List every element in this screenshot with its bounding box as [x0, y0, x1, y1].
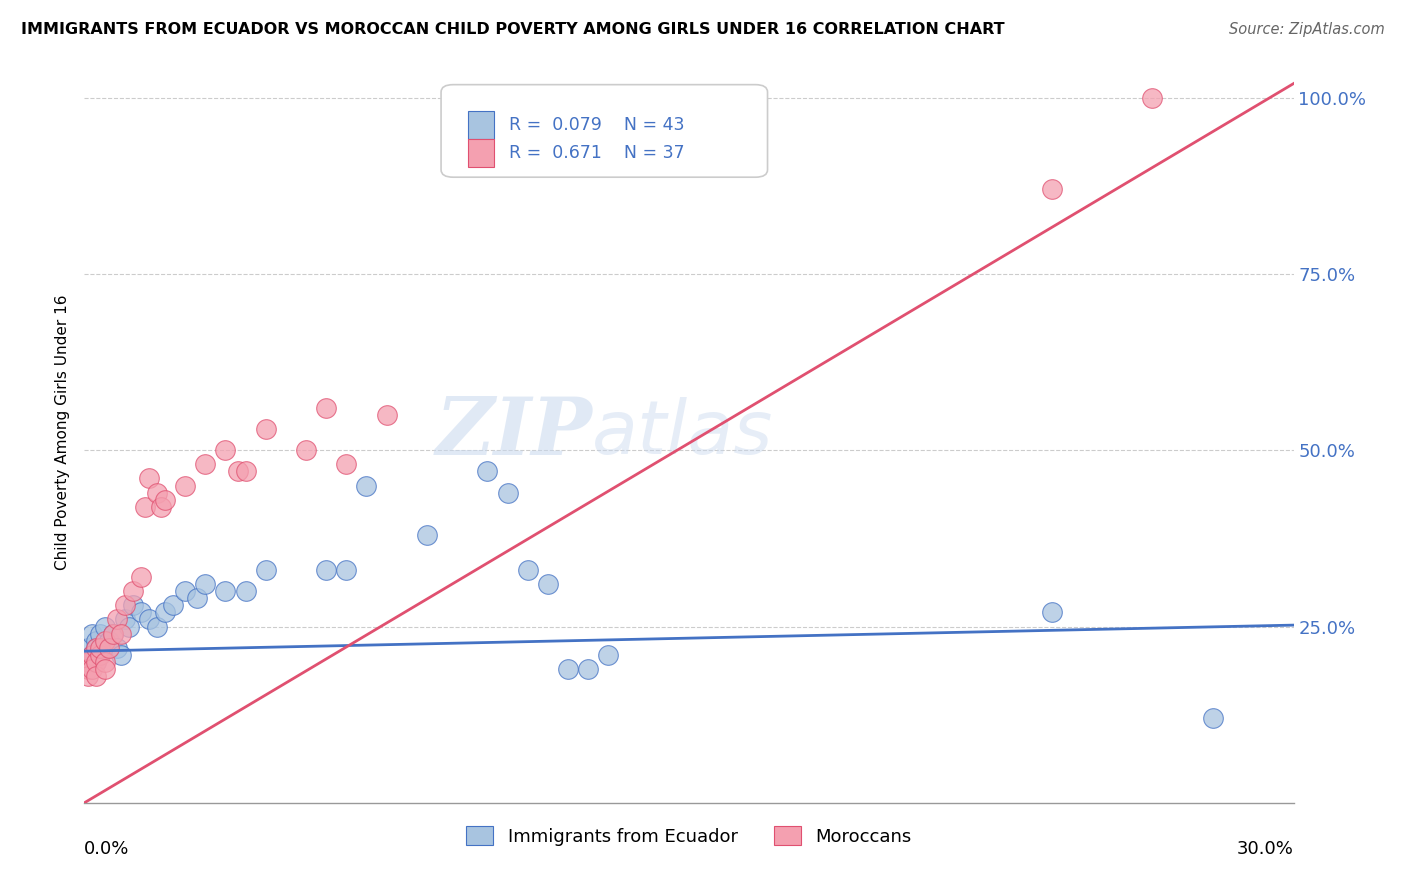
- Point: [138, 612, 160, 626]
- Point: [97, 640, 120, 655]
- Point: [516, 563, 538, 577]
- Text: 30.0%: 30.0%: [1237, 840, 1294, 858]
- Point: [138, 471, 160, 485]
- Point: [254, 563, 277, 577]
- Point: [77, 669, 100, 683]
- Point: [149, 500, 172, 514]
- Point: [186, 591, 208, 606]
- Point: [105, 640, 128, 655]
- Point: [153, 606, 176, 620]
- Point: [97, 640, 120, 655]
- Point: [598, 648, 620, 662]
- Point: [93, 633, 115, 648]
- Point: [77, 640, 100, 655]
- Point: [110, 648, 132, 662]
- Legend: Immigrants from Ecuador, Moroccans: Immigrants from Ecuador, Moroccans: [458, 819, 920, 853]
- Point: [82, 648, 104, 662]
- Point: [1040, 606, 1063, 620]
- Point: [82, 662, 104, 676]
- Point: [89, 648, 111, 662]
- Point: [214, 443, 236, 458]
- Point: [235, 584, 257, 599]
- Point: [315, 401, 337, 415]
- Point: [557, 662, 579, 676]
- Point: [315, 563, 337, 577]
- Point: [214, 584, 236, 599]
- Point: [1142, 91, 1164, 105]
- Point: [93, 619, 115, 633]
- Point: [477, 464, 499, 478]
- Point: [335, 458, 357, 472]
- Text: 0.0%: 0.0%: [84, 840, 129, 858]
- Text: IMMIGRANTS FROM ECUADOR VS MOROCCAN CHILD POVERTY AMONG GIRLS UNDER 16 CORRELATI: IMMIGRANTS FROM ECUADOR VS MOROCCAN CHIL…: [21, 22, 1005, 37]
- Point: [101, 626, 124, 640]
- FancyBboxPatch shape: [468, 111, 495, 139]
- Point: [93, 640, 115, 655]
- Point: [375, 408, 398, 422]
- Point: [93, 662, 115, 676]
- FancyBboxPatch shape: [441, 85, 768, 178]
- Point: [86, 640, 108, 655]
- Point: [254, 422, 277, 436]
- Point: [146, 485, 169, 500]
- FancyBboxPatch shape: [468, 138, 495, 167]
- Point: [82, 648, 104, 662]
- Point: [114, 612, 136, 626]
- Point: [86, 633, 108, 648]
- Point: [89, 626, 111, 640]
- Point: [89, 640, 111, 655]
- Point: [226, 464, 249, 478]
- Point: [86, 655, 108, 669]
- Point: [153, 492, 176, 507]
- Point: [97, 633, 120, 648]
- Point: [1202, 711, 1225, 725]
- Point: [77, 655, 100, 669]
- Text: ZIP: ZIP: [436, 394, 592, 471]
- Point: [77, 655, 100, 669]
- Point: [1040, 182, 1063, 196]
- Point: [129, 606, 152, 620]
- Point: [295, 443, 318, 458]
- Point: [162, 599, 184, 613]
- Point: [537, 577, 560, 591]
- Point: [335, 563, 357, 577]
- Point: [101, 626, 124, 640]
- Point: [86, 640, 108, 655]
- Point: [82, 626, 104, 640]
- Point: [235, 464, 257, 478]
- Point: [576, 662, 599, 676]
- Point: [86, 655, 108, 669]
- Point: [121, 599, 143, 613]
- Point: [105, 612, 128, 626]
- Point: [194, 458, 217, 472]
- Text: Source: ZipAtlas.com: Source: ZipAtlas.com: [1229, 22, 1385, 37]
- Point: [86, 669, 108, 683]
- Point: [146, 619, 169, 633]
- Point: [77, 662, 100, 676]
- Point: [356, 478, 378, 492]
- Point: [496, 485, 519, 500]
- Point: [89, 648, 111, 662]
- Point: [114, 599, 136, 613]
- Point: [416, 528, 439, 542]
- Point: [110, 626, 132, 640]
- Point: [93, 655, 115, 669]
- Text: atlas: atlas: [592, 397, 773, 468]
- Text: R =  0.671    N = 37: R = 0.671 N = 37: [509, 144, 685, 161]
- Y-axis label: Child Poverty Among Girls Under 16: Child Poverty Among Girls Under 16: [55, 295, 70, 570]
- Point: [129, 570, 152, 584]
- Point: [174, 478, 197, 492]
- Point: [134, 500, 156, 514]
- Text: R =  0.079    N = 43: R = 0.079 N = 43: [509, 116, 685, 134]
- Point: [121, 584, 143, 599]
- Point: [118, 619, 141, 633]
- Point: [174, 584, 197, 599]
- Point: [194, 577, 217, 591]
